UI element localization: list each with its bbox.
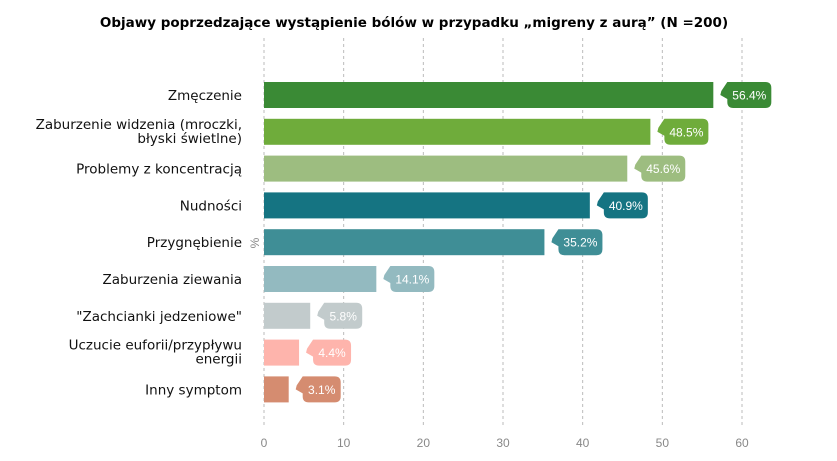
chart-title: Objawy poprzedzające wystąpienie bólów w… — [100, 15, 728, 31]
bar-row: Zaburzenia ziewania 14.1% — [103, 266, 435, 292]
bar-row: Przygnębienie 35.2% — [147, 229, 603, 256]
data-label-callout — [634, 155, 686, 182]
category-label-line: energii — [195, 352, 242, 368]
category-label: Problemy z koncentracją — [76, 162, 242, 178]
data-label: 4.4% — [318, 346, 346, 360]
category-label: Uczucie euforii/przypływu energii — [69, 338, 242, 368]
data-label: 3.1% — [308, 383, 336, 397]
category-label-line: Przygnębienie — [147, 235, 242, 251]
category-label: Nudności — [180, 198, 242, 214]
data-label: 5.8% — [330, 309, 358, 323]
x-tick-label: 20 — [417, 436, 431, 450]
data-label-callout — [295, 376, 341, 403]
x-tick-label: 30 — [496, 436, 510, 450]
data-label: 45.6% — [646, 162, 680, 176]
category-label: Zaburzenia ziewania — [103, 272, 243, 288]
bar-row: Uczucie euforii/przypływu energii 4.4% — [69, 338, 352, 368]
bar — [264, 339, 300, 366]
bar — [264, 155, 628, 182]
category-label: Przygnębienie — [147, 235, 242, 251]
x-tick-label: 40 — [576, 436, 590, 450]
category-label-line: Zmęczenie — [168, 88, 242, 104]
y-axis-label: % — [248, 237, 262, 248]
x-tick-label: 60 — [735, 436, 749, 450]
category-label: Zaburzenie widzenia (mroczki, błyski świe… — [36, 117, 242, 147]
bar-row: "Zachcianki jedzeniowe" 5.8% — [76, 302, 363, 329]
bar — [264, 192, 590, 219]
category-label-line: Nudności — [180, 198, 242, 214]
bar — [264, 82, 714, 108]
bar-row: Zaburzenie widzenia (mroczki, błyski świe… — [36, 117, 709, 147]
x-tick-label: 0 — [261, 436, 268, 450]
data-label-callout — [720, 82, 772, 108]
bar — [264, 376, 289, 403]
category-label-line: Zaburzenia ziewania — [103, 272, 243, 288]
category-label: "Zachcianki jedzeniowe" — [76, 309, 242, 325]
category-label-line: "Zachcianki jedzeniowe" — [76, 309, 242, 325]
bar-row: Problemy z koncentracją 45.6% — [76, 155, 686, 182]
bar — [264, 302, 311, 329]
bar — [264, 118, 651, 145]
bar — [264, 266, 377, 292]
data-label-callout — [383, 266, 435, 292]
bar-row: Inny symptom 3.1% — [145, 376, 341, 403]
category-label-line: Problemy z koncentracją — [76, 162, 242, 178]
category-label-line: błyski świetlne) — [137, 131, 242, 147]
bar — [264, 229, 545, 256]
x-tick-label: 50 — [656, 436, 670, 450]
data-label: 14.1% — [395, 273, 429, 287]
data-label-callout — [596, 192, 648, 219]
bar-row: Nudności 40.9% — [180, 192, 648, 219]
data-label: 48.5% — [669, 125, 703, 139]
category-label: Zmęczenie — [168, 88, 242, 104]
data-label-callout — [551, 229, 603, 256]
x-tick-label: 10 — [337, 436, 351, 450]
data-label-callout — [657, 118, 709, 145]
category-label: Inny symptom — [145, 382, 242, 398]
data-label-callout — [317, 302, 363, 329]
bar-row: Zmęczenie 56.4% — [168, 82, 772, 108]
category-label-line: Uczucie euforii/przypływu — [69, 338, 242, 354]
data-label: 56.4% — [732, 89, 766, 103]
category-label-line: Inny symptom — [145, 382, 242, 398]
data-label-callout — [306, 339, 352, 366]
category-label-line: Zaburzenie widzenia (mroczki, — [36, 117, 242, 133]
data-label: 35.2% — [563, 236, 597, 250]
data-label: 40.9% — [609, 199, 643, 213]
